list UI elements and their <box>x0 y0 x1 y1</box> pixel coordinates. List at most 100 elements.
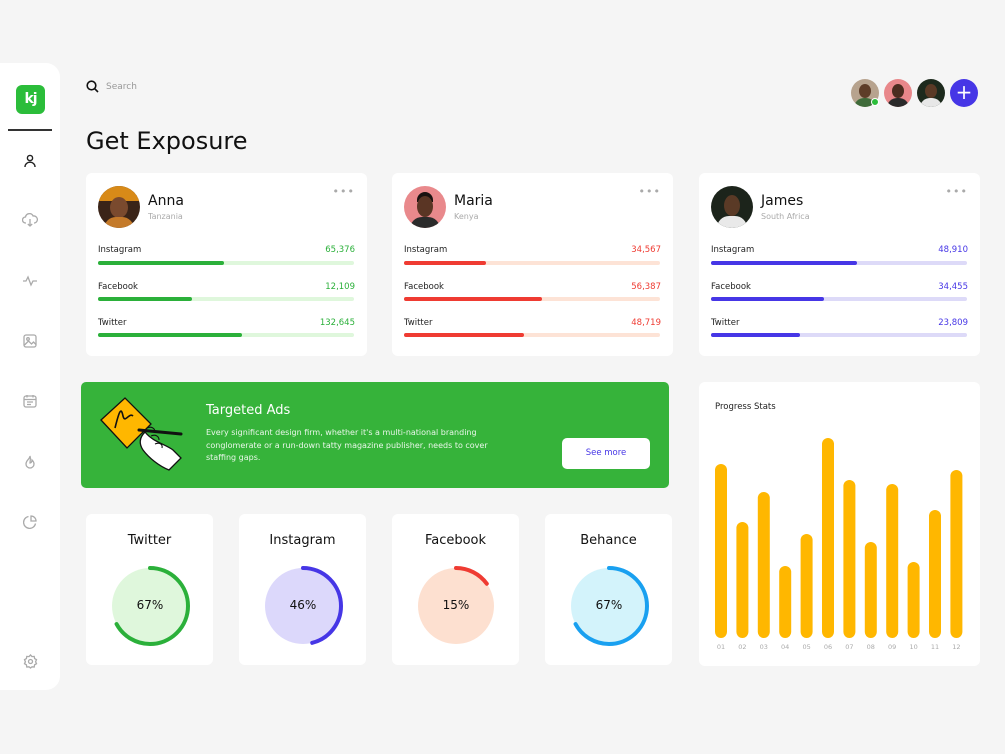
progress-bar <box>404 297 660 301</box>
profile-location: Kenya <box>454 212 479 221</box>
stat-label: Facebook <box>98 282 138 292</box>
progress-stats-chart: 01 02 03 04 05 06 07 08 09 10 11 12 <box>715 438 963 651</box>
progress-bar <box>404 333 660 337</box>
donut-card: Facebook 15% <box>392 514 519 665</box>
more-options-icon[interactable]: ••• <box>638 185 661 198</box>
image-icon[interactable] <box>21 332 39 350</box>
x-tick-label: 06 <box>824 643 832 651</box>
more-options-icon[interactable]: ••• <box>332 185 355 198</box>
x-tick-label: 11 <box>931 643 939 651</box>
x-tick-label: 09 <box>888 643 896 651</box>
donut-chart: 15% <box>415 565 497 647</box>
x-tick-label: 01 <box>717 643 725 651</box>
chart-title: Progress Stats <box>715 402 776 412</box>
x-tick-label: 03 <box>760 643 768 651</box>
chart-bar <box>950 470 963 638</box>
progress-bar <box>98 297 354 301</box>
more-options-icon[interactable]: ••• <box>945 185 968 198</box>
profile-name: James <box>761 193 804 209</box>
donut-card: Instagram 46% <box>239 514 366 665</box>
chart-bar <box>907 562 920 638</box>
x-tick-label: 05 <box>802 643 810 651</box>
x-tick-label: 08 <box>867 643 875 651</box>
profile-name: Maria <box>454 193 493 209</box>
calendar-icon[interactable] <box>21 392 39 410</box>
user-icon[interactable] <box>21 152 39 170</box>
chart-bar <box>757 492 770 638</box>
search-input[interactable]: Search <box>106 81 137 92</box>
pie-chart-icon[interactable] <box>21 513 39 531</box>
avatar[interactable] <box>884 79 912 107</box>
stat-value: 23,809 <box>938 318 968 328</box>
chart-bar <box>736 522 749 638</box>
search-icon <box>86 80 99 93</box>
stat-label: Instagram <box>98 245 142 255</box>
stat-value: 65,376 <box>325 245 355 255</box>
avatar[interactable] <box>98 186 140 228</box>
stat-label: Facebook <box>711 282 751 292</box>
donut-title: Behance <box>580 533 637 548</box>
donut-title: Twitter <box>127 533 172 548</box>
search-bar[interactable]: Search <box>86 80 137 93</box>
x-tick-label: 02 <box>738 643 746 651</box>
avatar[interactable] <box>711 186 753 228</box>
activity-icon[interactable] <box>21 272 39 290</box>
page-title: Get Exposure <box>86 127 248 155</box>
stat-value: 48,910 <box>938 245 968 255</box>
chart-bar <box>779 566 792 638</box>
avatar[interactable] <box>917 79 945 107</box>
stat-label: Instagram <box>711 245 755 255</box>
chart-bar <box>886 484 899 638</box>
profile-card: Anna Tanzania ••• Instagram 65,376 Faceb… <box>86 173 367 356</box>
chart-bar <box>864 542 877 638</box>
donut-card: Behance 67% <box>545 514 672 665</box>
sidebar-divider <box>8 129 52 131</box>
donut-card: Twitter 67% <box>86 514 213 665</box>
add-button[interactable]: + <box>950 79 978 107</box>
progress-bar <box>98 261 354 265</box>
signing-hand-illustration <box>100 397 183 471</box>
donut-chart: 46% <box>262 565 344 647</box>
targeted-ads-banner: Targeted Ads Every significant design fi… <box>81 382 669 488</box>
settings-icon[interactable] <box>21 652 39 670</box>
stat-label: Twitter <box>711 318 740 328</box>
donut-chart: 67% <box>109 565 191 647</box>
banner-text: Every significant design firm, whether i… <box>206 428 488 462</box>
fire-icon[interactable] <box>21 453 39 471</box>
x-tick-label: 10 <box>909 643 917 651</box>
cloud-download-icon[interactable] <box>21 211 39 229</box>
progress-bar <box>711 261 967 265</box>
stat-value: 56,387 <box>631 282 661 292</box>
donut-percent: 15% <box>442 598 470 612</box>
stat-label: Facebook <box>404 282 444 292</box>
donut-percent: 67% <box>136 598 164 612</box>
profile-card: James South Africa ••• Instagram 48,910 … <box>699 173 980 356</box>
see-more-button[interactable]: See more <box>562 438 650 469</box>
progress-bar <box>98 333 354 337</box>
profile-card: Maria Kenya ••• Instagram 34,567 Faceboo… <box>392 173 673 356</box>
donut-percent: 46% <box>289 598 317 612</box>
stat-value: 34,455 <box>938 282 968 292</box>
avatar[interactable] <box>404 186 446 228</box>
profile-location: South Africa <box>761 212 810 221</box>
donut-percent: 67% <box>595 598 623 612</box>
progress-bar <box>711 333 967 337</box>
stat-value: 34,567 <box>631 245 661 255</box>
progress-stats-card: Progress Stats 01 02 03 04 05 06 07 08 09 10 11 12 <box>699 382 980 666</box>
x-tick-label: 07 <box>845 643 853 651</box>
donut-title: Facebook <box>424 533 487 548</box>
chart-bar <box>929 510 941 638</box>
app-logo[interactable]: kj <box>16 85 45 114</box>
stat-label: Instagram <box>404 245 448 255</box>
stat-value: 132,645 <box>319 318 355 328</box>
chart-bar <box>715 464 727 638</box>
x-tick-label: 04 <box>781 643 789 651</box>
stat-label: Twitter <box>98 318 127 328</box>
profile-name: Anna <box>148 193 184 209</box>
stat-value: 48,719 <box>631 318 661 328</box>
banner-title: Targeted Ads <box>206 403 291 418</box>
online-status-dot <box>871 98 879 106</box>
progress-bar <box>711 297 967 301</box>
team-avatars: + <box>851 79 978 107</box>
chart-bar <box>822 438 834 638</box>
